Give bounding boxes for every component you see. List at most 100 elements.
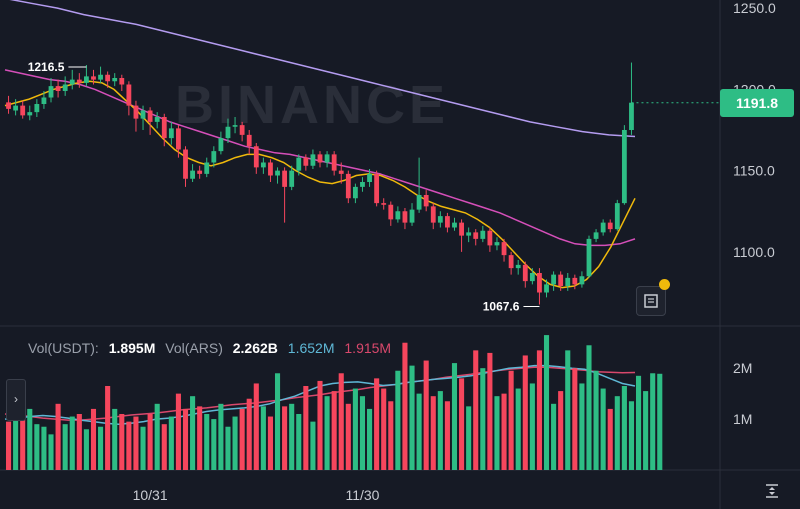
candle-body[interactable] — [494, 242, 500, 246]
candle-body[interactable] — [430, 206, 436, 223]
volume-bar[interactable] — [253, 383, 259, 470]
volume-bar[interactable] — [402, 342, 408, 470]
candle-body[interactable] — [558, 274, 564, 286]
volume-bar[interactable] — [529, 383, 535, 470]
volume-bar[interactable] — [161, 424, 167, 470]
volume-bar[interactable] — [76, 414, 82, 470]
candles[interactable] — [6, 62, 634, 305]
candle-body[interactable] — [275, 170, 280, 176]
volume-bar[interactable] — [536, 350, 542, 470]
volume-bar[interactable] — [13, 401, 19, 470]
candle-body[interactable] — [529, 273, 535, 282]
volume-bar[interactable] — [34, 424, 40, 470]
candle-body[interactable] — [168, 128, 174, 139]
volume-bar[interactable] — [508, 370, 514, 470]
volume-bar[interactable] — [90, 408, 97, 470]
volume-bar[interactable] — [643, 391, 649, 470]
candle-body[interactable] — [133, 105, 139, 119]
candle-body[interactable] — [579, 276, 585, 285]
candle-body[interactable] — [352, 186, 358, 199]
volume-bar[interactable] — [69, 416, 75, 470]
candle-body[interactable] — [508, 255, 514, 269]
candle-body[interactable] — [253, 146, 259, 168]
candle-body[interactable] — [537, 273, 542, 293]
volume-bar[interactable] — [338, 373, 344, 470]
volume-bar[interactable] — [239, 408, 245, 470]
candle-body[interactable] — [607, 222, 613, 230]
volume-bar[interactable] — [147, 414, 153, 470]
volume-bar[interactable] — [324, 396, 330, 470]
volume-bar[interactable] — [395, 370, 401, 470]
candle-body[interactable] — [621, 130, 627, 204]
candle-body[interactable] — [147, 110, 153, 122]
volume-bar[interactable] — [126, 421, 132, 470]
volume-bar[interactable] — [27, 408, 33, 470]
volume-bar[interactable] — [182, 408, 189, 470]
candle-body[interactable] — [76, 79, 82, 83]
candle-body[interactable] — [91, 76, 96, 80]
volume-bar[interactable] — [98, 426, 104, 470]
candle-body[interactable] — [55, 86, 61, 91]
volume-bar[interactable] — [501, 393, 507, 470]
candle-body[interactable] — [239, 125, 245, 135]
candle-body[interactable] — [34, 104, 40, 113]
volume-bar[interactable] — [317, 380, 323, 470]
candle-body[interactable] — [126, 84, 132, 106]
volume-bar[interactable] — [409, 365, 415, 470]
candle-body[interactable] — [211, 151, 217, 163]
volume-bar[interactable] — [331, 391, 337, 470]
volume-bar[interactable] — [140, 426, 146, 470]
volume-bar[interactable] — [345, 403, 351, 470]
volume-bar[interactable] — [480, 368, 486, 470]
volume-bars[interactable] — [5, 335, 663, 470]
candle-body[interactable] — [154, 117, 160, 122]
volume-bar[interactable] — [614, 396, 620, 470]
candle-body[interactable] — [374, 173, 380, 204]
candle-body[interactable] — [360, 182, 365, 187]
volume-bar[interactable] — [352, 388, 358, 470]
candle-body[interactable] — [522, 264, 528, 282]
volume-bar[interactable] — [303, 386, 309, 470]
volume-bar[interactable] — [586, 345, 592, 470]
volume-bar[interactable] — [388, 401, 394, 470]
candle-body[interactable] — [600, 222, 606, 233]
volume-bar[interactable] — [211, 419, 217, 470]
candle-body[interactable] — [395, 211, 401, 220]
candle-body[interactable] — [20, 105, 26, 116]
expand-legend-button[interactable]: › — [6, 379, 26, 421]
candle-body[interactable] — [310, 154, 316, 166]
candle-body[interactable] — [119, 78, 125, 85]
volume-bar[interactable] — [112, 408, 118, 470]
volume-bar[interactable] — [359, 396, 366, 470]
volume-bar[interactable] — [296, 414, 302, 470]
volume-bar[interactable] — [628, 401, 635, 470]
candle-body[interactable] — [140, 110, 146, 119]
volume-bar[interactable] — [41, 426, 47, 470]
volume-bar[interactable] — [600, 388, 606, 470]
candle-body[interactable] — [282, 170, 288, 187]
volume-bar[interactable] — [83, 429, 89, 470]
candle-body[interactable] — [289, 170, 295, 187]
candle-body[interactable] — [388, 204, 394, 220]
candle-body[interactable] — [232, 125, 238, 127]
volume-bar[interactable] — [190, 396, 196, 470]
candle-body[interactable] — [452, 222, 457, 228]
candle-body[interactable] — [260, 162, 266, 168]
volume-bar[interactable] — [473, 350, 479, 470]
volume-bar[interactable] — [579, 383, 585, 470]
volume-bar[interactable] — [218, 403, 224, 470]
volume-bar[interactable] — [423, 360, 429, 470]
alert-button[interactable] — [636, 286, 666, 316]
volume-bar[interactable] — [289, 403, 295, 470]
candle-body[interactable] — [197, 170, 203, 174]
volume-bar[interactable] — [572, 368, 578, 470]
volume-bar[interactable] — [55, 403, 61, 470]
volume-bar[interactable] — [246, 398, 252, 470]
candle-body[interactable] — [338, 170, 344, 174]
candle-body[interactable] — [437, 216, 443, 223]
volume-bar[interactable] — [621, 386, 627, 470]
volume-bar[interactable] — [487, 352, 493, 470]
candle-body[interactable] — [112, 78, 118, 82]
candle-body[interactable] — [544, 284, 549, 293]
volume-bar[interactable] — [119, 414, 125, 470]
